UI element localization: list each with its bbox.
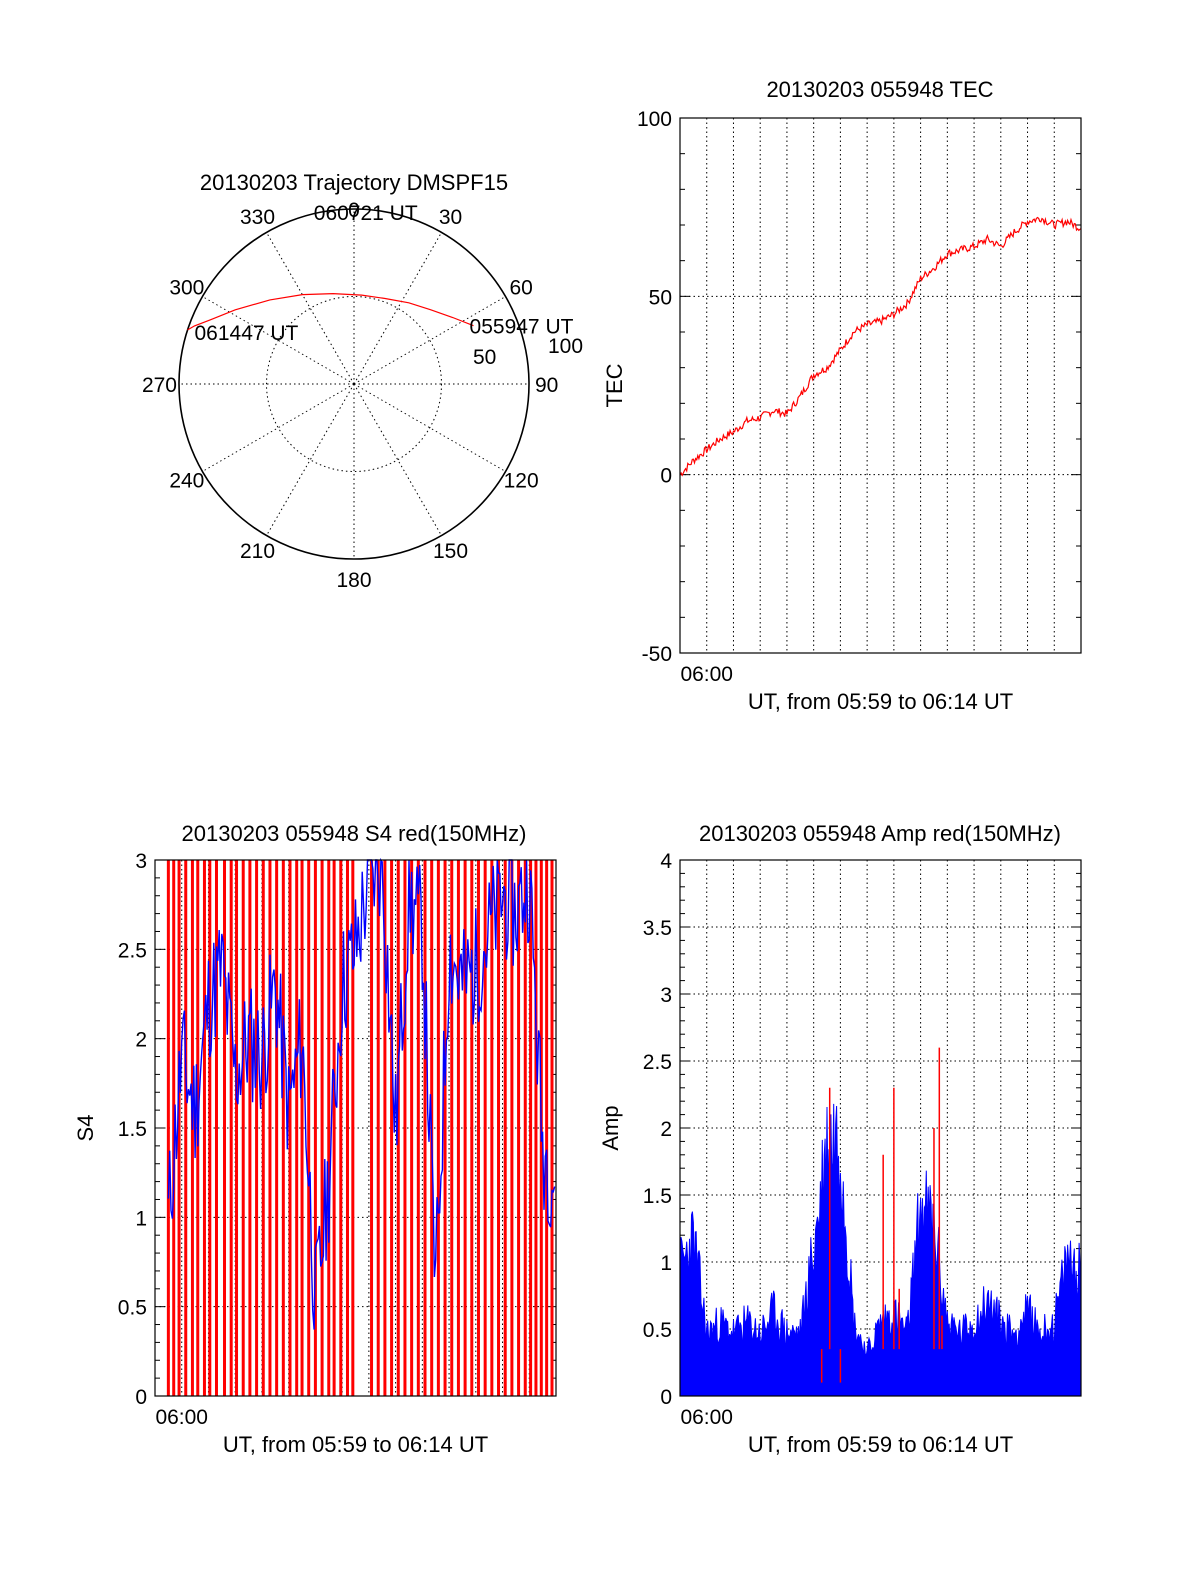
plot-frame — [679, 859, 1082, 1397]
x-axis-label: UT, from 05:59 to 06:14 UT — [223, 1432, 488, 1457]
polar-angle-label: 240 — [169, 470, 204, 493]
polar-inner-ring — [266, 296, 442, 472]
y-tick-label: 2.5 — [118, 939, 147, 962]
s4-title: 20130203 055948 S4 red(150MHz) — [182, 821, 527, 846]
amp-chart: 20130203 055948 Amp red(150MHz) 0 0.5 1 1.5… — [598, 821, 1082, 1457]
y-tick-label: 0.5 — [643, 1319, 672, 1342]
polar-radial-label: 50 — [473, 346, 496, 369]
polar-angle-label: 30 — [439, 206, 462, 229]
polar-angle-label: 150 — [433, 540, 468, 563]
tec-series-line — [679, 216, 1082, 477]
y-tick-label: 2 — [660, 1118, 672, 1141]
polar-angle-label: 0 — [348, 199, 360, 222]
polar-spoke — [202, 383, 355, 472]
y-tick-label: 1.5 — [118, 1118, 147, 1141]
polar-angle-label: 90 — [535, 374, 558, 397]
polar-angle-label: 330 — [240, 206, 275, 229]
trajectory-annotation: 060721 UT — [314, 202, 418, 225]
polar-angle-label: 300 — [169, 277, 204, 300]
polar-grid — [178, 208, 530, 560]
polar-radial-label: 100 — [548, 335, 583, 358]
y-tick-label: 0 — [660, 1386, 672, 1409]
polar-spoke — [266, 383, 355, 536]
polar-angle-label: 270 — [142, 374, 177, 397]
s4-blue-line — [167, 857, 556, 1330]
polar-trajectory-chart: 20130203 Trajectory DMSPF15 0 30 60 90 120 15… — [142, 170, 583, 592]
y-tick-label: 3 — [135, 850, 147, 873]
y-tick-label: 1.5 — [643, 1185, 672, 1208]
trajectory-annotations: 055947 UT 060721 UT 061447 UT — [194, 202, 573, 345]
amp-title: 20130203 055948 Amp red(150MHz) — [699, 821, 1061, 846]
axes: -50 0 50 100 06:00 UT, from 05:59 to 06:14 UT… — [602, 108, 1081, 714]
amp-blue-area — [679, 1103, 1082, 1397]
plot-frame — [679, 117, 1082, 654]
y-tick-label: 4 — [660, 850, 672, 873]
y-tick-label: 2.5 — [643, 1051, 672, 1074]
y-axis-label: TEC — [602, 363, 627, 407]
polar-radial-labels: 50 100 — [473, 335, 583, 369]
y-tick-label: 100 — [637, 108, 672, 131]
x-axis-label: UT, from 05:59 to 06:14 UT — [748, 689, 1013, 714]
y-axis-label: S4 — [73, 1115, 98, 1142]
polar-angle-label: 120 — [504, 470, 539, 493]
polar-angle-label: 210 — [240, 540, 275, 563]
polar-spoke — [353, 232, 442, 385]
y-axis-label: Amp — [598, 1105, 623, 1150]
polar-angle-label: 180 — [336, 569, 371, 592]
y-tick-label: 3 — [660, 984, 672, 1007]
y-tick-label: -50 — [642, 643, 672, 666]
y-tick-label: 50 — [649, 286, 672, 309]
tec-title: 20130203 055948 TEC — [766, 77, 993, 102]
trajectory-line — [187, 292, 474, 331]
y-tick-label: 1 — [660, 1252, 672, 1275]
x-tick-label: 06:00 — [155, 1406, 208, 1429]
y-tick-label: 2 — [135, 1029, 147, 1052]
y-tick-label: 0 — [135, 1386, 147, 1409]
tec-chart: 20130203 055948 TEC -50 0 50 100 06:00 UT, fr… — [602, 77, 1082, 714]
x-tick-label: 06:00 — [680, 663, 733, 686]
y-tick-label: 1 — [135, 1207, 147, 1230]
polar-outer-ring — [178, 208, 530, 560]
trajectory-annotation: 055947 UT — [470, 316, 574, 339]
y-tick-label: 0.5 — [118, 1297, 147, 1320]
polar-title: 20130203 Trajectory DMSPF15 — [200, 170, 508, 195]
x-axis-label: UT, from 05:59 to 06:14 UT — [748, 1432, 1013, 1457]
y-tick-label: 3.5 — [643, 917, 672, 940]
x-tick-label: 06:00 — [680, 1406, 733, 1429]
polar-angle-labels: 0 30 60 90 120 150 180 210 240 270 300 330 — [142, 199, 558, 592]
trajectory-annotation: 061447 UT — [194, 322, 298, 345]
polar-angle-label: 60 — [509, 277, 532, 300]
plot-frame — [154, 859, 557, 1397]
s4-chart: 20130203 055948 S4 red(150MHz) 0 0.5 1 1.5 2… — [73, 821, 557, 1457]
y-tick-label: 0 — [660, 465, 672, 488]
